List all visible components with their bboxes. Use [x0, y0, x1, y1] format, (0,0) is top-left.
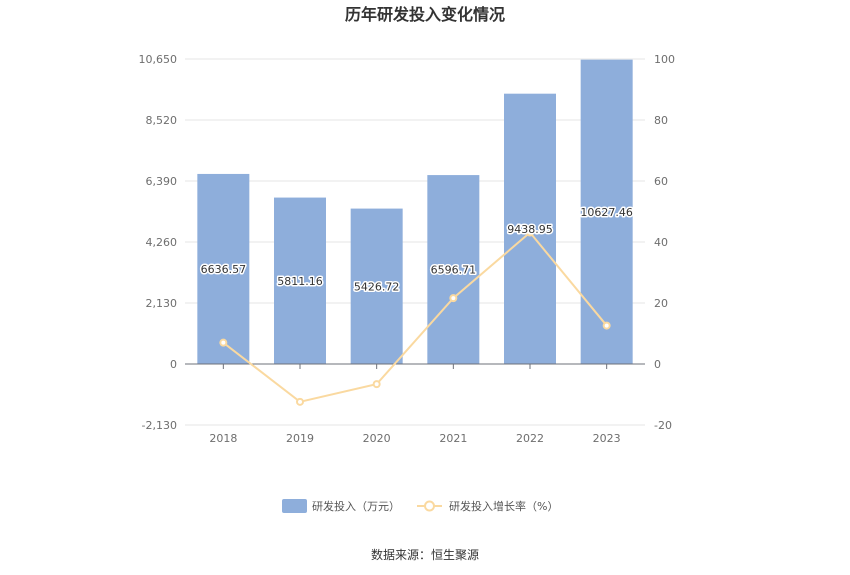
legend-line-marker: [424, 500, 435, 512]
y-right-tick-label: -20: [654, 419, 672, 432]
y-left-tick-label: 2,130: [146, 297, 178, 310]
y-left-tick-label: 8,520: [146, 114, 178, 127]
y-right-tick-label: 80: [654, 114, 668, 127]
y-axis-left: -2,130 0 2,130 4,260 6,390 8,520 10,650: [139, 53, 178, 432]
chart-title: 历年研发投入变化情况: [345, 5, 505, 24]
bar-value-label: 5426.72: [354, 280, 400, 293]
bar-value-label: 10627.46: [580, 206, 633, 219]
x-tick-label: 2021: [439, 432, 467, 445]
y-axis-right: -20 0 20 40 60 80 100: [654, 53, 675, 432]
bar[interactable]: [427, 175, 480, 364]
bar-series: [197, 59, 633, 365]
grid-lines: [185, 58, 645, 426]
bar-value-label: 5811.16: [277, 275, 323, 288]
legend-bar-swatch: [282, 499, 307, 513]
x-tick-label: 2019: [286, 432, 314, 445]
line-series: [219, 228, 611, 406]
x-axis: 2018 2019 2020 2021 2022 2023: [185, 363, 645, 445]
legend-item-line[interactable]: 研发投入增长率（%）: [417, 499, 558, 513]
y-right-tick-label: 40: [654, 236, 668, 249]
legend-item-bar[interactable]: 研发投入（万元）: [282, 499, 400, 513]
bar[interactable]: [274, 197, 326, 364]
line-point[interactable]: [602, 321, 611, 330]
y-left-tick-label: 4,260: [146, 236, 178, 249]
line-point[interactable]: [449, 294, 458, 303]
legend[interactable]: 研发投入（万元） 研发投入增长率（%）: [282, 499, 558, 513]
y-left-tick-label: 6,390: [146, 175, 178, 188]
y-left-tick-label: 10,650: [139, 53, 178, 66]
y-right-tick-label: 60: [654, 175, 668, 188]
legend-bar-label: 研发投入（万元）: [312, 499, 400, 513]
y-left-tick-label: 0: [170, 358, 177, 371]
x-tick-label: 2018: [209, 432, 237, 445]
bar-value-label: 9438.95: [507, 223, 553, 236]
x-tick-label: 2022: [516, 432, 544, 445]
line-point[interactable]: [526, 228, 534, 237]
line-point[interactable]: [219, 338, 228, 347]
line-point[interactable]: [296, 397, 304, 406]
x-tick-label: 2020: [363, 432, 391, 445]
line-point[interactable]: [372, 380, 381, 389]
growth-line: [222, 231, 608, 403]
legend-line-label: 研发投入增长率（%）: [449, 499, 558, 513]
data-labels: 6636.57 5811.16 5426.72 6596.71 9438.95 10627…: [199, 204, 634, 294]
bar[interactable]: [197, 173, 250, 364]
bar[interactable]: [580, 59, 633, 365]
y-right-tick-label: 20: [654, 297, 668, 310]
bar[interactable]: [350, 208, 403, 364]
y-right-tick-label: 0: [654, 358, 661, 371]
bar-value-label: 6596.71: [431, 264, 477, 277]
source-note: 数据来源：恒生聚源: [371, 547, 479, 562]
bar-value-label: 6636.57: [201, 263, 247, 276]
x-tick-label: 2023: [593, 432, 621, 445]
y-left-tick-label: -2,130: [142, 419, 177, 432]
y-right-tick-label: 100: [654, 53, 675, 66]
